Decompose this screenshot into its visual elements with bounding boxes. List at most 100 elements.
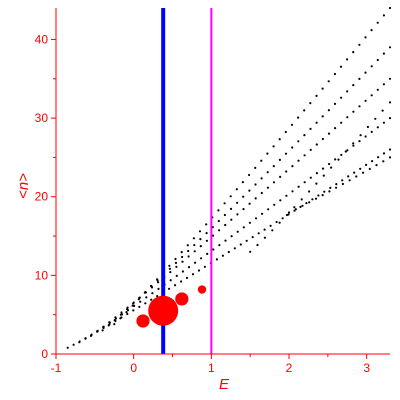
data-point (334, 127, 337, 130)
data-point (174, 284, 177, 287)
data-point (352, 51, 355, 54)
data-point (223, 202, 226, 205)
data-point (290, 123, 294, 126)
data-point (303, 154, 306, 157)
data-point (376, 126, 379, 129)
data-point (180, 251, 183, 254)
data-point (388, 46, 392, 49)
data-point (137, 298, 140, 301)
x-tick-label: 1 (208, 361, 215, 375)
data-point (327, 80, 330, 83)
data-point (66, 346, 69, 349)
data-point (144, 302, 147, 305)
data-point (168, 287, 171, 290)
data-point (229, 195, 232, 198)
data-point (217, 219, 220, 223)
data-point (309, 176, 312, 179)
data-point (248, 202, 251, 205)
data-point (388, 156, 392, 159)
data-point (315, 172, 318, 175)
data-point (168, 264, 171, 267)
data-point (256, 243, 259, 247)
data-point (266, 186, 269, 189)
data-point (236, 230, 239, 233)
data-point (359, 167, 362, 170)
data-point (334, 158, 337, 161)
data-point (321, 87, 324, 90)
data-point (294, 208, 297, 211)
data-point (233, 247, 236, 250)
data-point (358, 77, 361, 80)
data-point (278, 158, 281, 161)
data-point (352, 144, 355, 147)
data-point (181, 260, 184, 263)
data-point (187, 249, 190, 253)
data-point (365, 163, 368, 166)
data-point (175, 274, 178, 277)
data-point (388, 117, 392, 120)
data-point (261, 212, 264, 215)
data-point (285, 194, 288, 197)
data-point (138, 305, 141, 308)
data-point (200, 257, 203, 260)
data-point (235, 188, 238, 191)
data-point (388, 101, 392, 104)
data-point (212, 248, 215, 251)
data-point (120, 311, 123, 314)
data-point (230, 235, 233, 238)
data-point (96, 330, 99, 333)
data-point (187, 255, 190, 258)
data-point (376, 21, 379, 24)
data-point (224, 223, 227, 227)
data-point (174, 257, 177, 261)
data-point (281, 217, 284, 220)
data-point (254, 217, 258, 220)
data-point (229, 207, 233, 210)
data-point (194, 261, 197, 264)
data-point (266, 152, 269, 155)
data-point (339, 65, 343, 68)
data-point (236, 201, 239, 204)
axes (55, 8, 390, 355)
data-point (108, 321, 111, 324)
y-tick-label: 0 (41, 347, 48, 361)
data-point (285, 170, 288, 173)
data-point (348, 179, 351, 182)
data-point (297, 159, 300, 162)
data-point (181, 270, 184, 273)
data-point (84, 337, 87, 340)
data-point (175, 265, 178, 268)
data-point (352, 142, 355, 145)
data-point (169, 279, 172, 282)
data-point (341, 179, 344, 182)
data-point (131, 304, 134, 307)
data-point (328, 162, 331, 166)
data-point (260, 177, 263, 180)
data-point (186, 244, 189, 247)
data-point (322, 174, 325, 177)
data-point (340, 153, 343, 156)
data-point (143, 291, 146, 294)
data-point (368, 167, 371, 170)
data-point (102, 325, 105, 329)
data-point (263, 236, 266, 239)
data-point (101, 329, 104, 332)
data-point (287, 211, 291, 214)
data-point (221, 254, 224, 257)
data-point (382, 83, 385, 86)
data-point (344, 150, 347, 153)
data-point (192, 237, 195, 240)
data-point (206, 252, 209, 255)
data-point (285, 213, 289, 217)
data-point (198, 230, 202, 233)
data-point (139, 300, 142, 303)
data-point (346, 149, 349, 152)
data-point (382, 152, 386, 155)
data-point (381, 109, 384, 112)
data-point (251, 236, 254, 239)
data-point (300, 198, 303, 201)
data-point (168, 267, 171, 270)
data-point (297, 116, 300, 119)
data-point (329, 186, 332, 189)
data-point (340, 121, 343, 124)
